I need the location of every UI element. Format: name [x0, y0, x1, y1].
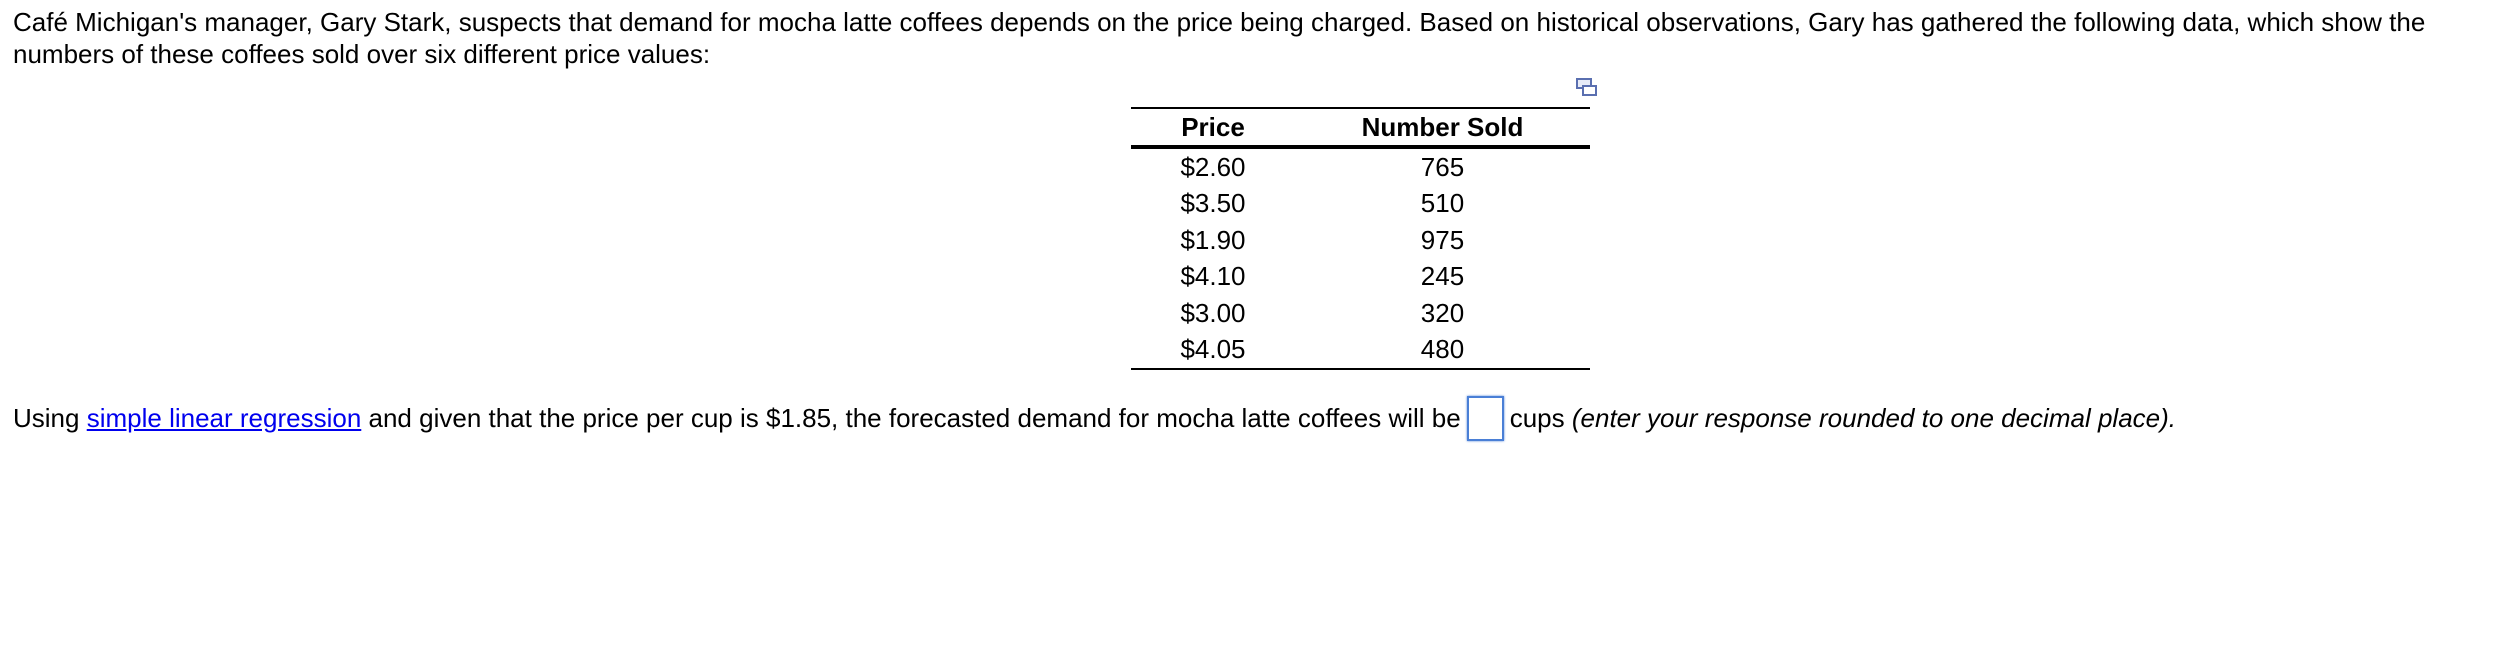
table-cell: $4.05	[1131, 331, 1295, 370]
table-row: $3.50 510	[1131, 186, 1590, 223]
table-cell: 320	[1420, 297, 1465, 328]
table-cell: $3.00	[1180, 297, 1246, 328]
question-suffix: cups	[1509, 403, 1565, 433]
column-header: Number Sold	[1295, 107, 1590, 149]
data-table: Price Number Sold $2.60 765 $3.50 510 $1.90 97…	[1131, 107, 1590, 370]
question: Using simple linear regression and given…	[13, 395, 2176, 443]
question-prefix: Using	[13, 403, 80, 433]
table-row: $2.60 765	[1131, 147, 1590, 186]
table-icon[interactable]	[1576, 78, 1598, 98]
table-row: $4.10 245	[1131, 259, 1590, 296]
question-text: and given that the price per cup is $1.8…	[368, 403, 1461, 433]
table-cell: 765	[1420, 151, 1465, 182]
table-cell: 975	[1420, 224, 1465, 255]
table-body: $2.60 765 $3.50 510 $1.90 975 $4.10 245 $3.00 320…	[1131, 147, 1590, 370]
link[interactable]: simple linear regression	[86, 403, 362, 433]
header-row: Price Number Sold	[1131, 107, 1590, 149]
table-row: $1.90 975	[1131, 222, 1590, 259]
table-cell: 480	[1295, 331, 1590, 370]
table-cell: $1.90	[1180, 224, 1246, 255]
table-cell: 510	[1420, 188, 1465, 219]
question-note: (enter your response rounded to one deci…	[1571, 403, 2176, 433]
table-cell: $3.50	[1180, 188, 1246, 219]
intro-text: Café Michigan's manager, Gary Stark, sus…	[13, 7, 2426, 69]
table-row: $3.00 320	[1131, 295, 1590, 332]
table-cell: $2.60	[1180, 151, 1246, 182]
table-cell: 245	[1420, 261, 1465, 292]
table-cell: $4.10	[1180, 261, 1246, 292]
table-row: $4.05 480	[1131, 331, 1590, 370]
answer-input[interactable]	[1466, 395, 1504, 441]
column-header: Price	[1131, 107, 1295, 149]
